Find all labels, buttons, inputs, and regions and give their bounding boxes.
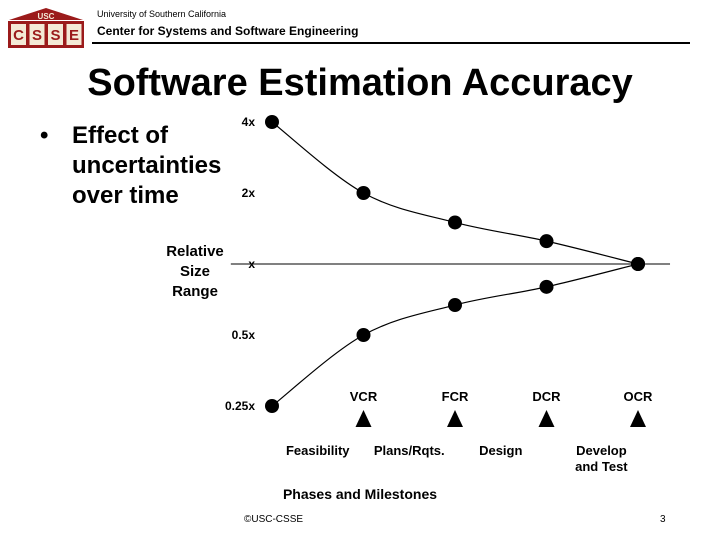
- logo-usc-text: USC: [38, 12, 55, 21]
- y-tick-label: x: [248, 257, 255, 271]
- y-tick-label: 4x: [242, 115, 256, 129]
- upper-bound-curve: [271, 121, 639, 265]
- milestone-label: VCR: [350, 389, 378, 404]
- milestone-label: DCR: [532, 389, 561, 404]
- logo-letter: C: [13, 27, 24, 44]
- logo-letter-box: [66, 24, 82, 45]
- header-divider: [92, 42, 690, 44]
- logo-letter-box: [29, 24, 45, 45]
- lower-bound-point: [265, 399, 279, 413]
- phase-label: Plans/Rqts.: [374, 443, 445, 458]
- page-number: 3: [660, 514, 666, 525]
- y-tick-label: 0.5x: [232, 328, 256, 342]
- slide-title: Software Estimation Accuracy: [87, 62, 633, 104]
- y-tick-label: 2x: [242, 186, 256, 200]
- lower-bound-point: [539, 279, 554, 294]
- logo-letter: S: [32, 27, 42, 44]
- milestone-triangle-icon: [538, 410, 555, 427]
- logo-letter: S: [50, 27, 60, 44]
- lower-bound-point: [448, 298, 462, 313]
- milestone-label: FCR: [442, 389, 469, 404]
- phase-label: Feasibility: [286, 443, 350, 458]
- center-name: Center for Systems and Software Engineer…: [97, 24, 359, 38]
- lower-bound-curve: [271, 263, 639, 407]
- milestone-triangle-icon: [355, 410, 372, 427]
- phase-label: Develop and Test: [575, 443, 628, 474]
- bullet-text: Effect of uncertainties over time: [72, 122, 222, 209]
- y-axis-label: Relative Size Range: [166, 243, 224, 300]
- y-tick-label: 0.25x: [225, 399, 255, 413]
- copyright-text: ©USC-CSSE: [244, 514, 304, 525]
- logo-letter-box: [11, 24, 26, 45]
- logo-letter: E: [69, 27, 79, 44]
- bullet-marker: •: [40, 122, 49, 149]
- logo-letter-box: [48, 24, 63, 45]
- x-axis-label: Phases and Milestones: [282, 486, 438, 502]
- milestone-label: OCR: [624, 389, 654, 404]
- milestone-triangle-icon: [447, 410, 463, 427]
- upper-bound-point: [539, 234, 554, 249]
- phase-label: Design: [479, 443, 522, 458]
- upper-bound-point: [356, 186, 371, 200]
- lower-bound-point: [631, 257, 645, 271]
- lower-bound-point: [356, 328, 371, 342]
- milestone-triangle-icon: [630, 410, 646, 427]
- university-name: University of Southern California: [97, 9, 227, 19]
- upper-bound-point: [265, 115, 279, 129]
- upper-bound-point: [448, 215, 462, 230]
